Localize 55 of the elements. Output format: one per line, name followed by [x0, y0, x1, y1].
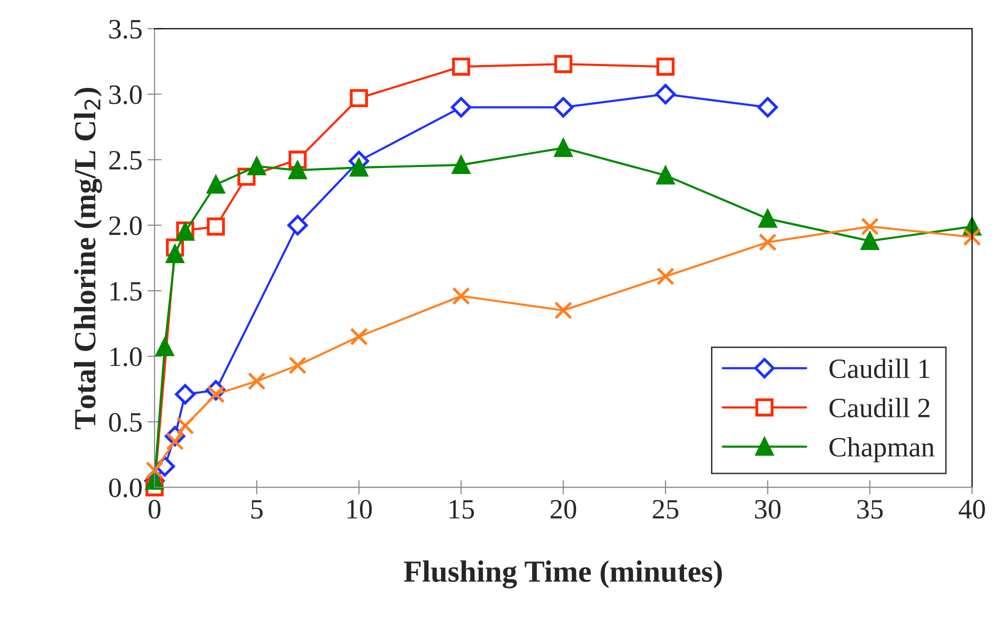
point — [248, 157, 266, 176]
point — [757, 97, 778, 118]
legend-label: Chapman — [829, 437, 934, 462]
point — [206, 176, 225, 194]
y-tick-label: 0.0 — [109, 478, 142, 498]
y-axis-title: Total Chlorine (mg/L Cl$_{2}$) — [74, 88, 102, 430]
point — [554, 301, 572, 320]
x-tick-label: 5 — [251, 500, 263, 519]
point — [452, 156, 470, 174]
y-tick-label: 1.0 — [110, 347, 142, 366]
point — [350, 158, 368, 177]
x-tick-label: 15 — [450, 500, 474, 519]
point — [350, 328, 368, 346]
point — [287, 214, 308, 236]
point — [758, 210, 777, 228]
point — [553, 97, 574, 118]
legend-label: Caudill 1 — [829, 358, 930, 378]
legend-label: Caudill 2 — [829, 398, 930, 418]
point — [206, 218, 225, 236]
x-tick-label: 10 — [347, 500, 372, 519]
point — [350, 89, 368, 108]
point — [655, 84, 676, 104]
y-tick-label: 1.5 — [110, 282, 142, 301]
point — [156, 338, 174, 356]
x-tick-label: 20 — [550, 500, 576, 519]
point — [656, 166, 675, 184]
point — [860, 218, 879, 236]
y-tick-label: 3.0 — [109, 85, 142, 104]
point — [288, 161, 307, 180]
x-tick-label: 0 — [148, 500, 160, 519]
point — [860, 232, 879, 250]
point — [656, 58, 675, 76]
y-tick-label: 2.5 — [109, 150, 142, 170]
x-tick-label: 30 — [755, 500, 781, 519]
point — [176, 416, 194, 435]
y-tick-label: 2.0 — [109, 216, 142, 236]
y-tick-label: 0.5 — [109, 412, 142, 432]
y-tick-label: 3.5 — [109, 20, 142, 39]
point — [554, 55, 572, 74]
point — [146, 461, 164, 480]
x-tick-label: 25 — [652, 500, 678, 519]
point — [452, 58, 470, 76]
point — [450, 97, 472, 118]
point — [554, 138, 572, 157]
point — [758, 233, 777, 252]
x-tick-label: 40 — [958, 500, 985, 519]
point — [656, 267, 675, 286]
point — [288, 356, 307, 374]
point — [166, 245, 184, 264]
point — [174, 384, 196, 404]
point — [248, 372, 266, 390]
x-axis-title: Flushing Time (minutes) — [404, 560, 722, 588]
point — [452, 286, 470, 306]
x-tick-label: 35 — [857, 500, 883, 519]
point — [963, 228, 982, 246]
